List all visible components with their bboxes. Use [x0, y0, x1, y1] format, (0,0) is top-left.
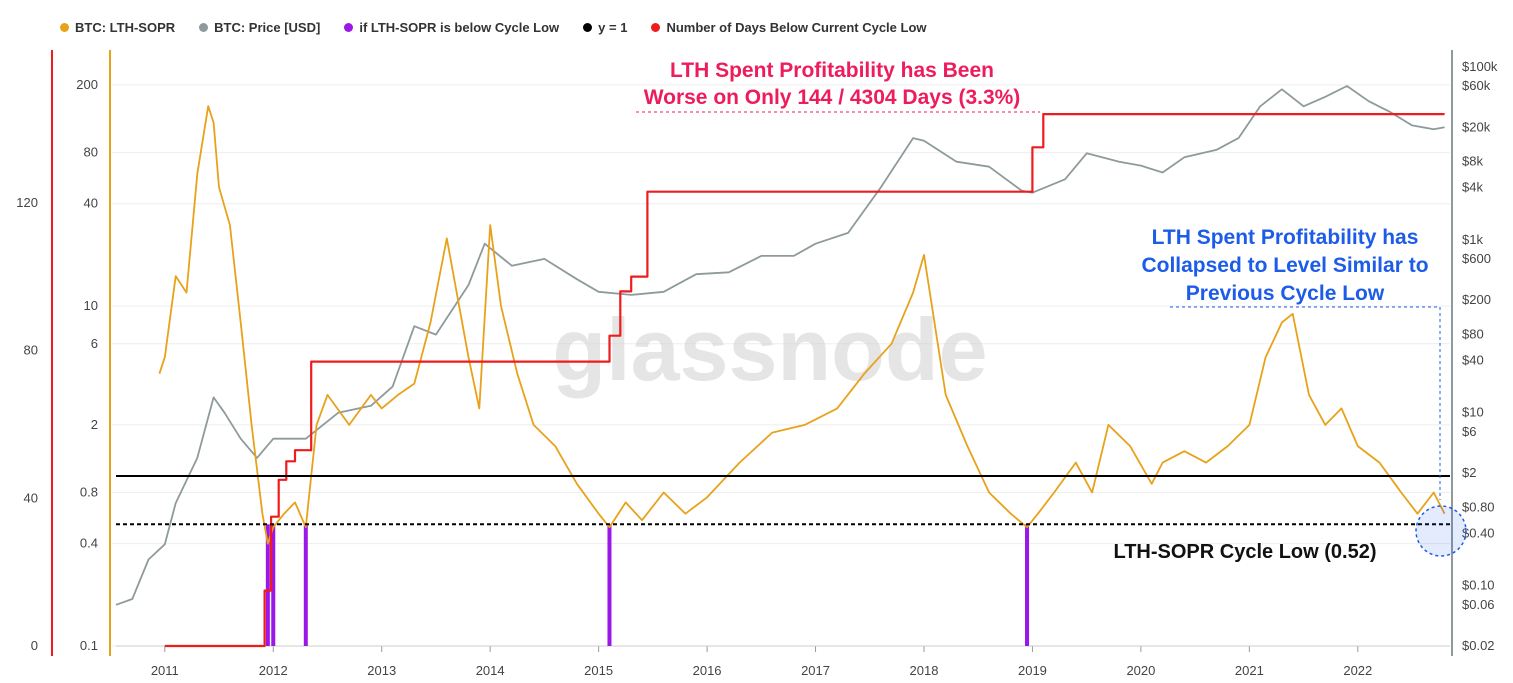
days-tick-label: 120 [16, 195, 38, 210]
x-tick-label: 2021 [1235, 663, 1264, 678]
x-tick-label: 2022 [1343, 663, 1372, 678]
x-tick-label: 2018 [910, 663, 939, 678]
legend-item[interactable]: Number of Days Below Current Cycle Low [651, 20, 927, 35]
price-tick-label: $0.80 [1462, 499, 1495, 514]
red-title-line2: Worse on Only 144 / 4304 Days (3.3%) [644, 86, 1021, 109]
legend-label: Number of Days Below Current Cycle Low [666, 20, 927, 35]
cycle-low-label: LTH-SOPR Cycle Low (0.52) [1113, 541, 1376, 563]
days-tick-label: 80 [24, 343, 38, 358]
price-tick-label: $80 [1462, 327, 1484, 342]
price-tick-label: $20k [1462, 119, 1491, 134]
price-tick-label: $6 [1462, 424, 1476, 439]
below-cycle-low-bar [271, 524, 276, 646]
price-tick-label: $1k [1462, 232, 1483, 247]
legend-dot-icon [651, 23, 661, 32]
sopr-tick-label: 10 [84, 298, 98, 313]
price-tick-label: $0.40 [1462, 526, 1495, 541]
sopr-tick-label: 0.1 [80, 638, 98, 653]
price-tick-label: $100k [1462, 59, 1498, 74]
legend-item[interactable]: BTC: Price [USD] [199, 20, 320, 35]
blue-highlight-circle [1415, 505, 1467, 557]
series-line-btc-lth-sopr [158, 105, 1446, 545]
below-cycle-low-bar [1025, 524, 1030, 646]
price-tick-label: $0.10 [1462, 578, 1495, 593]
sopr-tick-label: 0.8 [80, 485, 98, 500]
legend-dot-icon [60, 23, 69, 32]
days-tick-label: 40 [24, 490, 38, 505]
legend-dot-icon [344, 23, 354, 32]
legend-item[interactable]: BTC: LTH-SOPR [60, 20, 175, 35]
legend-label: y = 1 [598, 20, 628, 35]
legend-label: if LTH-SOPR is below Cycle Low [359, 20, 560, 35]
sopr-tick-label: 200 [76, 77, 98, 92]
sopr-tick-label: 2 [91, 417, 98, 432]
x-tick-label: 2014 [476, 663, 505, 678]
price-tick-label: $4k [1462, 180, 1483, 195]
legend-dot-icon [199, 23, 209, 32]
x-tick-label: 2015 [584, 663, 613, 678]
price-tick-label: $10 [1462, 405, 1484, 420]
legend-item[interactable]: y = 1 [583, 20, 627, 35]
legend: BTC: LTH-SOPR BTC: Price [USD] if LTH-SOPR… [60, 20, 927, 35]
below-cycle-low-bar [303, 524, 308, 646]
sopr-tick-label: 6 [91, 336, 98, 351]
x-tick-label: 2020 [1126, 663, 1155, 678]
below-cycle-low-bar [265, 524, 270, 646]
x-tick-label: 2013 [367, 663, 396, 678]
legend-dot-icon [583, 23, 593, 32]
price-tick-label: $200 [1462, 292, 1491, 307]
blue-annotation-leader [1170, 306, 1441, 500]
blue-annotation-line3: Previous Cycle Low [1186, 282, 1385, 305]
x-tick-label: 2019 [1018, 663, 1047, 678]
legend-label: BTC: LTH-SOPR [75, 20, 176, 35]
price-tick-label: $0.02 [1462, 638, 1495, 653]
price-tick-label: $0.06 [1462, 597, 1495, 612]
sopr-tick-label: 40 [84, 196, 98, 211]
watermark: glassnode [552, 300, 987, 399]
x-tick-label: 2016 [693, 663, 722, 678]
price-tick-label: $60k [1462, 78, 1491, 93]
x-tick-label: 2017 [801, 663, 830, 678]
x-tick-label: 2012 [259, 663, 288, 678]
price-tick-label: $2 [1462, 465, 1476, 480]
price-tick-label: $8k [1462, 154, 1483, 169]
sopr-tick-label: 80 [84, 145, 98, 160]
days-tick-label: 0 [31, 638, 38, 653]
x-tick-label: 2011 [151, 663, 179, 678]
price-tick-label: $600 [1462, 251, 1491, 266]
blue-annotation-line2: Collapsed to Level Similar to [1141, 254, 1428, 277]
series-line-number-of-days-below-current-cycle-low [164, 112, 1445, 648]
sopr-tick-label: 0.4 [80, 536, 98, 551]
legend-item[interactable]: if LTH-SOPR is below Cycle Low [344, 20, 559, 35]
legend-label: BTC: Price [USD] [214, 20, 321, 35]
series-line-btc-price-usd- [115, 85, 1445, 606]
below-cycle-low-bar [607, 524, 612, 646]
blue-annotation-line1: LTH Spent Profitability has [1152, 226, 1419, 249]
price-tick-label: $40 [1462, 353, 1484, 368]
red-title-line1: LTH Spent Profitability has Been [670, 59, 994, 82]
